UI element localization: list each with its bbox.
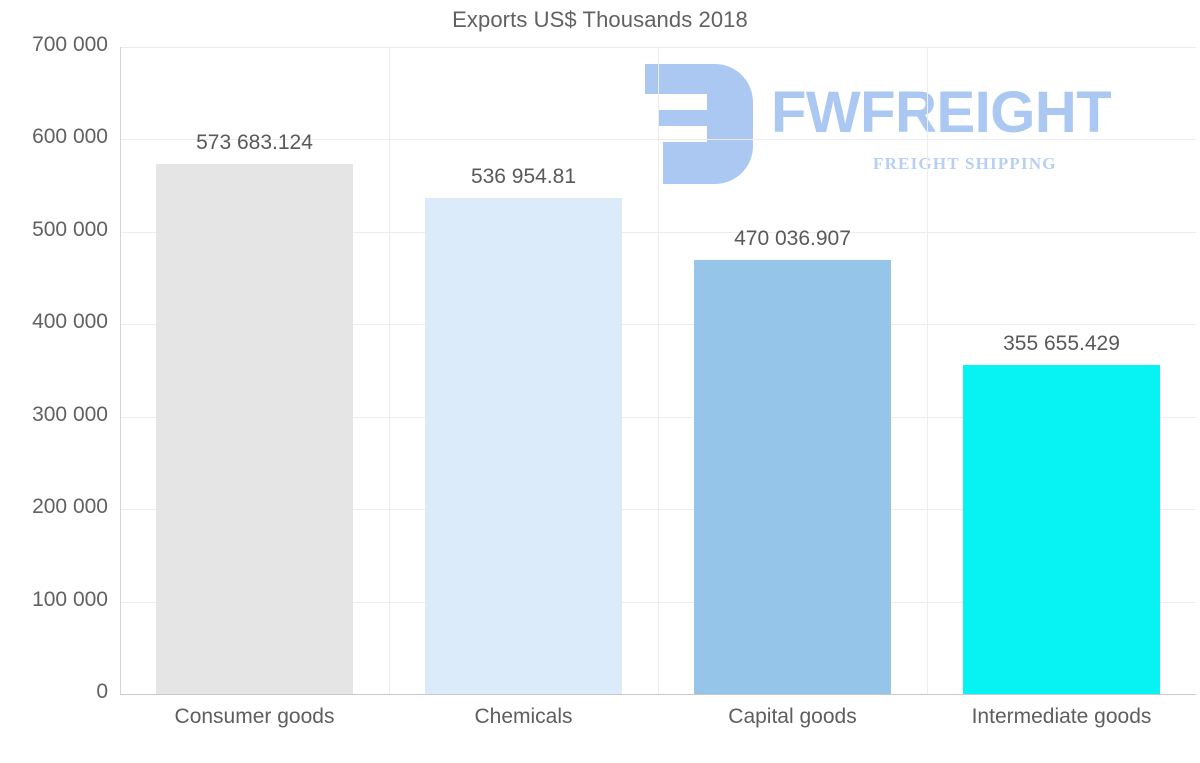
watermark-wordmark: FWFREIGHT [771, 80, 1112, 145]
x-axis-tick-label: Capital goods [728, 705, 857, 728]
bar[interactable] [694, 260, 891, 694]
y-axis-tick-label: 600 000 [32, 125, 108, 148]
category-divider [389, 47, 390, 695]
x-axis-line [120, 694, 1196, 695]
y-axis-tick-label: 700 000 [32, 33, 108, 56]
y-axis-tick-label: 300 000 [32, 403, 108, 426]
x-axis-tick-label: Intermediate goods [971, 705, 1152, 728]
bar[interactable] [425, 198, 622, 694]
y-axis-tick-label: 0 [96, 680, 108, 703]
chart-title: Exports US$ Thousands 2018 [452, 7, 748, 32]
y-axis-tick-label: 500 000 [32, 218, 108, 241]
bar[interactable] [156, 164, 353, 694]
watermark: FWFREIGHT FREIGHT SHIPPING [645, 62, 1145, 187]
bar-value-label: 536 954.81 [470, 165, 577, 188]
bar-value-label: 470 036.907 [734, 227, 851, 250]
x-axis-tick-label: Consumer goods [174, 705, 335, 728]
bar-value-label: 573 683.124 [196, 131, 313, 154]
y-axis-line [120, 47, 121, 695]
y-axis-tick-label: 400 000 [32, 310, 108, 333]
y-axis-tick-label: 100 000 [32, 588, 108, 611]
watermark-tagline: FREIGHT SHIPPING [873, 154, 1057, 173]
category-divider [927, 47, 928, 695]
y-axis-tick-label: 200 000 [32, 495, 108, 518]
fwfreight-logo-icon [645, 64, 753, 184]
category-divider [658, 47, 659, 695]
x-axis-tick-label: Chemicals [474, 705, 573, 728]
bar[interactable] [963, 365, 1160, 694]
bar-value-label: 355 655.429 [1003, 332, 1120, 355]
